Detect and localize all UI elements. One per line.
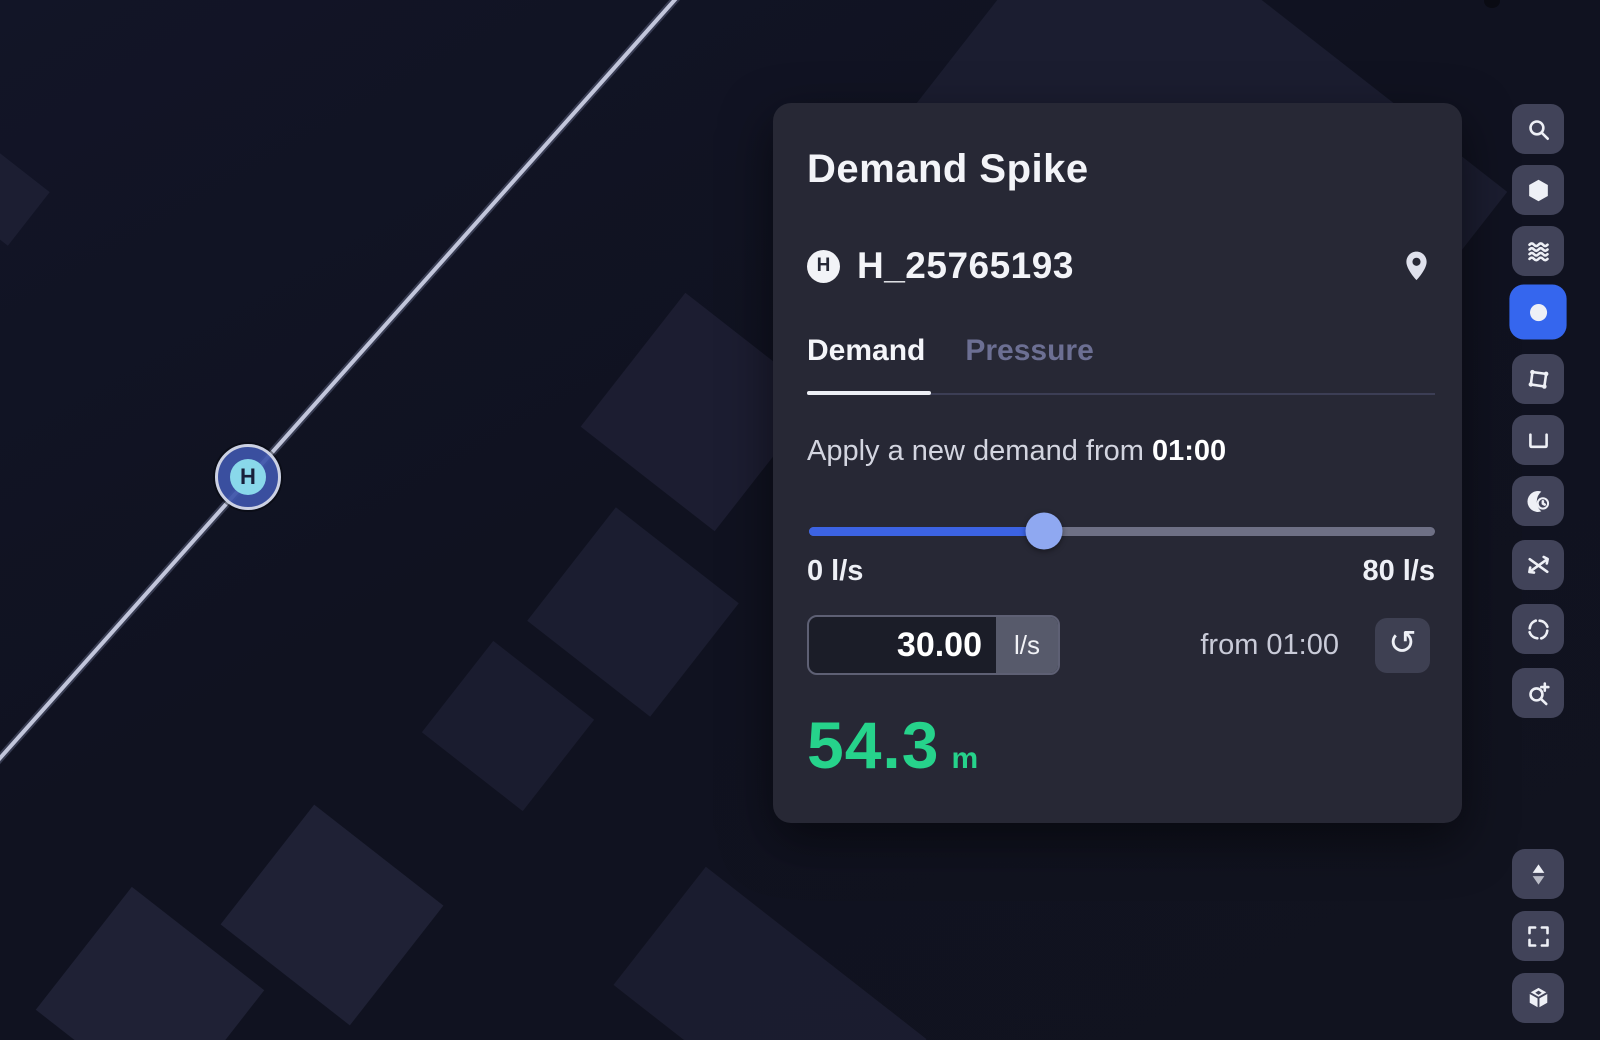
hexagon-icon xyxy=(1525,177,1552,204)
search-icon xyxy=(1525,116,1552,143)
fullscreen-icon xyxy=(1525,923,1552,950)
valve-cross-icon xyxy=(1525,552,1552,579)
map-node-marker[interactable]: H xyxy=(215,444,281,510)
network-layer-button[interactable] xyxy=(1512,165,1564,215)
node-id: H_25765193 xyxy=(857,245,1074,286)
pressure-result-value: 54.3 xyxy=(807,708,940,782)
elevation-toggle-button[interactable] xyxy=(1512,849,1564,899)
apply-demand-time: 01:00 xyxy=(1151,435,1227,467)
active-tab-indicator xyxy=(807,391,931,395)
search-button[interactable] xyxy=(1512,104,1564,154)
hydrant-glyph: H xyxy=(230,459,266,495)
demand-input-group[interactable]: 30.00 l/s xyxy=(807,615,1060,675)
pressure-result-unit: m xyxy=(951,742,979,775)
pressure-result: 54.3 m xyxy=(807,707,978,783)
slider-max-label: 80 l/s xyxy=(1362,555,1435,587)
tab-demand[interactable]: Demand xyxy=(807,334,926,367)
apply-demand-label: Apply a new demand from 01:00 xyxy=(807,435,1226,468)
time-moon-icon xyxy=(1525,488,1552,515)
demand-unit-label: l/s xyxy=(996,617,1058,673)
slider-track[interactable] xyxy=(809,527,1435,536)
panel-title: Demand Spike xyxy=(807,147,1089,191)
zoom-add-icon xyxy=(1525,680,1552,707)
nodes-layer-button[interactable] xyxy=(1509,284,1567,340)
contours-layer-button[interactable] xyxy=(1512,226,1564,276)
tab-separator xyxy=(807,391,1435,395)
map-node-dot xyxy=(1484,0,1500,8)
polygon-select-icon xyxy=(1525,366,1552,393)
slider-min-label: 0 l/s xyxy=(807,555,864,587)
tank-tool-button[interactable] xyxy=(1512,415,1564,465)
demand-slider[interactable] xyxy=(809,512,1435,550)
close-valve-button[interactable] xyxy=(1512,540,1564,590)
slider-fill xyxy=(809,527,1044,536)
elevation-arrows-icon xyxy=(1525,861,1552,888)
tab-pressure[interactable]: Pressure xyxy=(965,334,1094,367)
hydrant-badge-icon: H xyxy=(807,249,840,283)
applied-from-label: from 01:00 xyxy=(1200,628,1339,661)
demand-value-input[interactable]: 30.00 xyxy=(896,625,982,664)
locate-pin-icon[interactable] xyxy=(1403,250,1430,283)
pipe[interactable] xyxy=(0,0,688,775)
reset-icon: ↺ xyxy=(1388,623,1417,663)
zoom-to-add-button[interactable] xyxy=(1512,668,1564,718)
reset-demand-button[interactable]: ↺ xyxy=(1375,617,1430,673)
panel-tabs: Demand Pressure xyxy=(807,334,1094,368)
swirl-icon xyxy=(1525,616,1552,643)
tank-icon xyxy=(1525,427,1552,454)
fullscreen-button[interactable] xyxy=(1512,911,1564,961)
demand-input-row: 30.00 l/s from 01:00 ↺ xyxy=(807,614,1430,676)
flow-swirl-button[interactable] xyxy=(1512,604,1564,654)
view-3d-button[interactable] xyxy=(1512,973,1564,1023)
apply-demand-text: Apply a new demand from xyxy=(807,435,1144,467)
polygon-select-button[interactable] xyxy=(1512,354,1564,404)
waves-icon xyxy=(1525,238,1552,265)
slider-range-labels: 0 l/s 80 l/s xyxy=(807,555,1435,588)
cube-3d-icon xyxy=(1525,985,1552,1012)
circle-node-icon xyxy=(1523,297,1553,327)
demand-spike-panel: Demand Spike H H_25765193 Demand Pressur… xyxy=(773,103,1462,823)
time-pattern-button[interactable] xyxy=(1512,476,1564,526)
node-row: H H_25765193 xyxy=(807,243,1430,289)
slider-thumb[interactable] xyxy=(1025,512,1063,550)
